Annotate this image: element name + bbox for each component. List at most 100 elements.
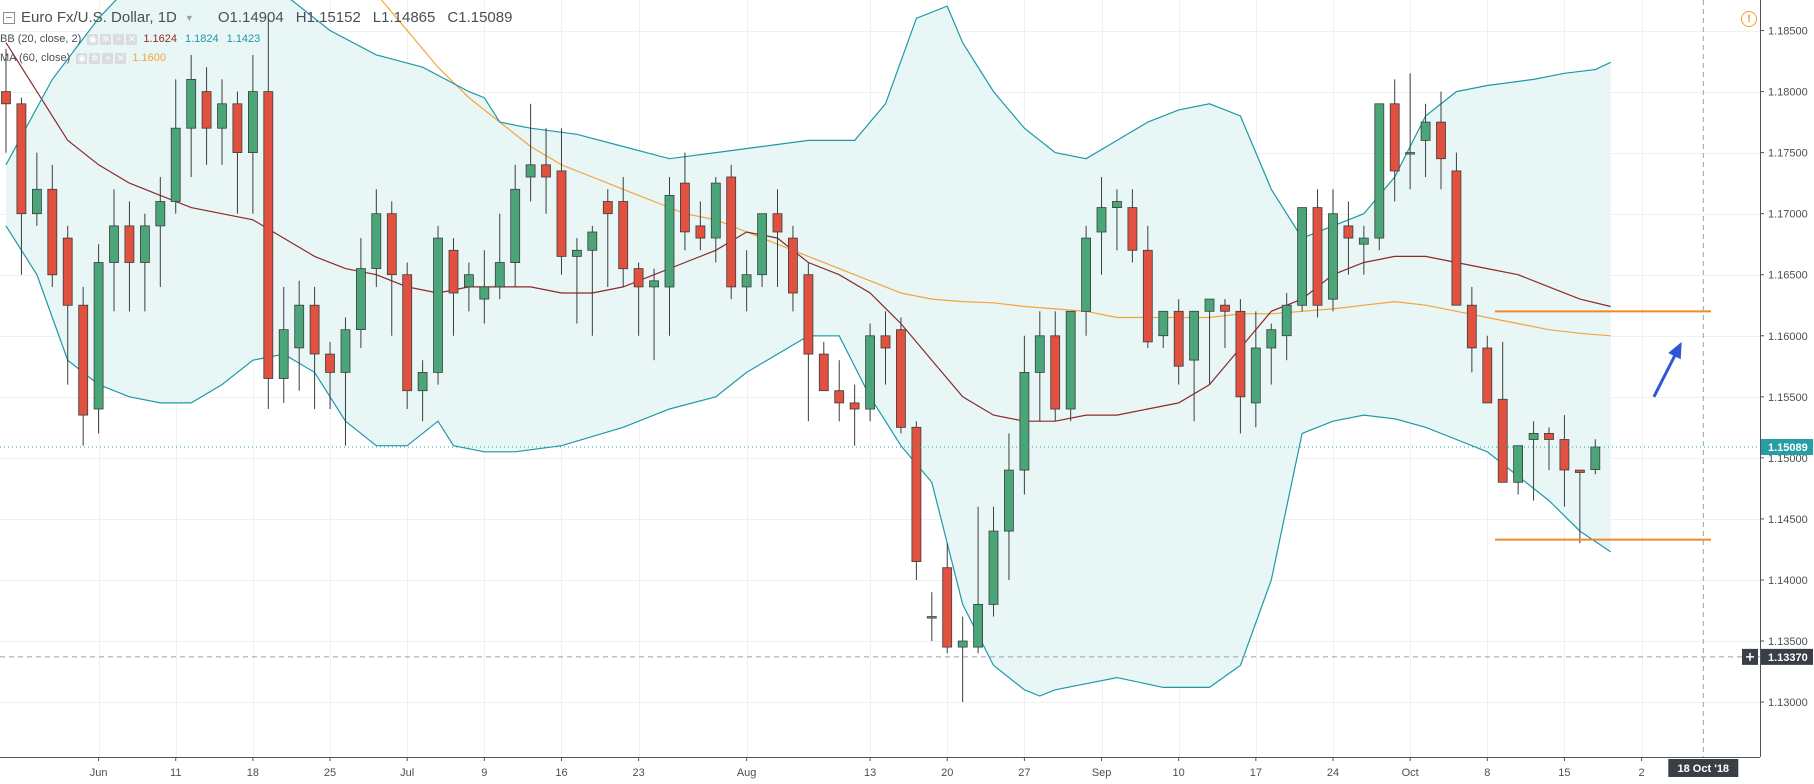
candle-body-up — [865, 335, 875, 410]
y-tick-label: 1.17500 — [1768, 148, 1808, 160]
bb-lower-value: 1.1423 — [226, 33, 261, 45]
candle-body-up — [1528, 432, 1539, 440]
gear-icon[interactable]: ✲ — [100, 33, 112, 45]
low-value: 1.14865 — [381, 9, 436, 26]
candle — [340, 317, 351, 446]
candle-body-down — [16, 103, 27, 215]
candle — [1250, 311, 1261, 428]
candle — [1405, 73, 1415, 190]
candle-body-down — [772, 213, 783, 233]
candle — [186, 54, 197, 178]
candle-body-down — [849, 402, 860, 410]
chevron-down-icon[interactable]: ▼ — [184, 12, 194, 23]
x-tick-label: Oct — [1402, 767, 1419, 779]
candle — [139, 213, 150, 312]
candle-body-down — [803, 274, 814, 355]
ma-value: 1.1600 — [132, 52, 166, 64]
candle — [1590, 439, 1601, 475]
y-tick-label: 1.14000 — [1768, 575, 1808, 587]
candle — [124, 201, 135, 312]
candle — [371, 189, 382, 287]
candle — [1266, 323, 1277, 385]
candle-body-up — [1513, 445, 1523, 483]
candle — [1358, 225, 1369, 275]
candle-body-down — [402, 274, 413, 392]
candle-body-up — [1204, 298, 1215, 312]
candle — [1019, 335, 1030, 495]
alert-icon[interactable]: ! — [1741, 11, 1757, 27]
candle — [1528, 421, 1539, 501]
candle — [1050, 311, 1061, 422]
close-value: 1.15089 — [458, 9, 513, 26]
plus-icon[interactable]: + — [102, 52, 114, 64]
candle-body-down — [1312, 207, 1323, 306]
crosshair-date-label: 18 Oct '18 — [1678, 763, 1730, 775]
candle-body-down — [556, 170, 567, 257]
candle-body-up — [664, 194, 675, 288]
candle-body-up — [109, 225, 119, 263]
eye-icon[interactable]: ◉ — [76, 52, 88, 64]
candle-body-up — [649, 280, 659, 288]
candle-body-up — [1358, 237, 1369, 245]
candle — [1312, 189, 1323, 318]
candle — [1374, 103, 1385, 251]
y-tick-label: 1.14500 — [1768, 514, 1808, 526]
candle-body-up — [1096, 207, 1107, 233]
candle-body-down — [1575, 469, 1585, 473]
candle — [1297, 207, 1307, 312]
time-axis-bg — [0, 757, 1814, 784]
y-tick-label: 1.13000 — [1768, 697, 1808, 709]
candle — [849, 384, 860, 446]
y-tick-label: 1.17000 — [1768, 209, 1808, 221]
candle-body-down — [1466, 304, 1477, 349]
candle-body-up — [926, 616, 937, 619]
close-icon[interactable]: ✕ — [115, 52, 127, 64]
candle-body-down — [62, 237, 73, 306]
collapse-legend-button[interactable] — [3, 11, 15, 24]
candle — [1482, 335, 1493, 404]
bb-label[interactable]: BB (20, close, 2) — [0, 33, 82, 45]
candle-body-up — [1281, 304, 1292, 337]
ma-label[interactable]: MA (60, close) — [0, 52, 71, 64]
candle-body-down — [1559, 439, 1570, 471]
x-tick-label: Aug — [737, 767, 757, 779]
x-tick-label: 9 — [481, 767, 487, 779]
candle-body-up — [294, 304, 305, 349]
candle-body-down — [309, 304, 320, 355]
open-value: 1.14904 — [229, 9, 284, 26]
candle — [803, 262, 814, 422]
candle — [710, 177, 721, 263]
eye-icon[interactable]: ◉ — [87, 33, 99, 45]
candle-body-up — [278, 329, 289, 379]
candle — [155, 177, 166, 287]
gear-icon[interactable]: ✲ — [89, 52, 101, 64]
crosshair-plus-icon — [1742, 648, 1758, 665]
x-tick-label: 25 — [324, 767, 336, 779]
candle-body-down — [541, 164, 551, 178]
candle — [880, 311, 891, 385]
candle — [93, 244, 104, 434]
candle — [294, 280, 305, 391]
candle-body-up — [1266, 329, 1277, 349]
candle — [911, 421, 922, 580]
y-tick-label: 1.18000 — [1768, 87, 1808, 99]
plus-icon[interactable]: + — [113, 33, 125, 45]
x-tick-label: 11 — [170, 767, 181, 779]
candle — [325, 341, 335, 410]
bb-lower-line — [5, 225, 1612, 697]
candle-body-down — [1127, 207, 1138, 251]
candle-body-down — [1220, 304, 1230, 312]
candle — [47, 164, 58, 287]
candle — [1513, 445, 1523, 495]
symbol-title[interactable]: Euro Fx/U.S. Dollar, 1D — [21, 9, 177, 26]
candle — [818, 341, 829, 392]
close-icon[interactable]: ✕ — [126, 33, 138, 45]
candle-body-down — [1173, 310, 1184, 367]
candle-body-up — [1158, 310, 1169, 337]
last-price-label-bg — [1761, 438, 1813, 455]
candle — [1343, 201, 1354, 275]
candle-body-down — [325, 353, 335, 373]
candle — [1235, 299, 1246, 434]
